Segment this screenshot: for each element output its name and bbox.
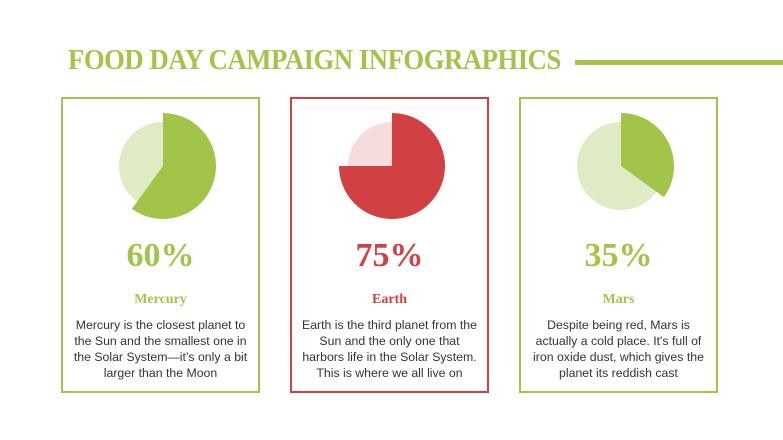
card-mars: 35% Mars Despite being red, Mars is actu… bbox=[519, 97, 718, 393]
page-title: FOOD DAY CAMPAIGN INFOGRAPHICS bbox=[68, 44, 561, 76]
pie-slice bbox=[131, 113, 216, 219]
planet-name: Earth bbox=[372, 292, 407, 307]
card-mercury: 60% Mercury Mercury is the closest plane… bbox=[61, 97, 260, 393]
pie-chart bbox=[577, 113, 674, 210]
planet-name: Mercury bbox=[134, 292, 187, 307]
planet-name: Mars bbox=[602, 292, 635, 307]
description: Mercury is the closest planet to the Sun… bbox=[73, 318, 248, 380]
pie-slice bbox=[339, 113, 445, 219]
description: Despite being red, Mars is actually a co… bbox=[533, 318, 704, 380]
card-earth: 75% Earth Earth is the third planet from… bbox=[290, 97, 489, 393]
pie-chart bbox=[339, 113, 445, 219]
percent: 60% bbox=[126, 237, 195, 274]
description: Earth is the third planet from the Sun a… bbox=[302, 318, 477, 380]
title-rule bbox=[575, 60, 783, 65]
percent: 75% bbox=[355, 237, 424, 274]
percent: 35% bbox=[584, 237, 653, 274]
pie-chart bbox=[119, 113, 216, 219]
pie-slice bbox=[621, 113, 674, 198]
